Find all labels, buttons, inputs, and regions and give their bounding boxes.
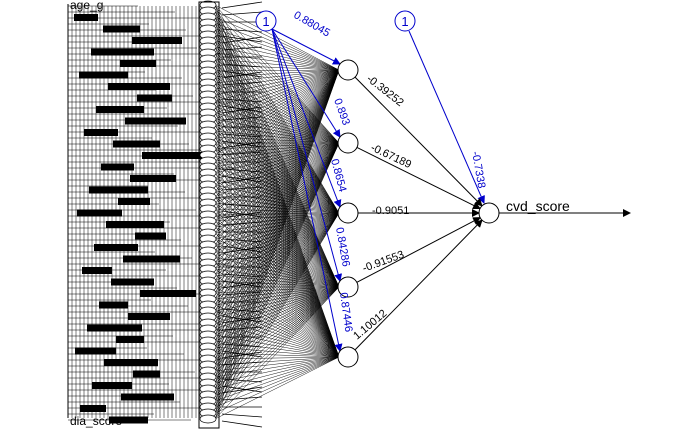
hidden-node-column <box>337 59 359 368</box>
hidden-bias-weight-3: 0.8654 <box>328 158 348 194</box>
hidden-node <box>337 202 359 224</box>
output-bias-label: 1 <box>401 14 408 29</box>
hidden-bias-label: 1 <box>262 14 269 29</box>
hidden-bias-weight-2: 0.893 <box>331 97 352 127</box>
output-node: cvd_score <box>478 198 631 224</box>
input-label-top: age_g <box>70 0 103 12</box>
input-node-column <box>198 0 220 429</box>
output-weight-4: -0.91553 <box>361 249 406 275</box>
hidden-bias-node: 1 <box>255 10 277 32</box>
input-to-hidden-edges <box>214 1 340 428</box>
hidden-bias-weight-1: 0.88045 <box>292 9 332 39</box>
hidden-node <box>337 59 359 81</box>
output-bias-node: 1 <box>394 10 416 32</box>
output-bias-weight: -0.7338 <box>469 150 487 189</box>
hidden-node <box>337 132 359 154</box>
hidden-bias-weight-5: 0.87446 <box>337 292 354 333</box>
bias-edges <box>271 28 485 352</box>
output-weight-3: -0.9051 <box>372 205 409 217</box>
hidden-node <box>337 276 359 298</box>
hidden-bias-weight-4: 0.84286 <box>333 226 352 267</box>
hidden-node <box>337 346 359 368</box>
hidden-to-output-edges <box>354 76 483 351</box>
output-label: cvd_score <box>506 198 570 214</box>
output-weight-5: 1.10012 <box>351 308 389 343</box>
output-weight-1: -0.39252 <box>364 73 406 109</box>
input-label-bottom: dia_score <box>70 414 122 428</box>
